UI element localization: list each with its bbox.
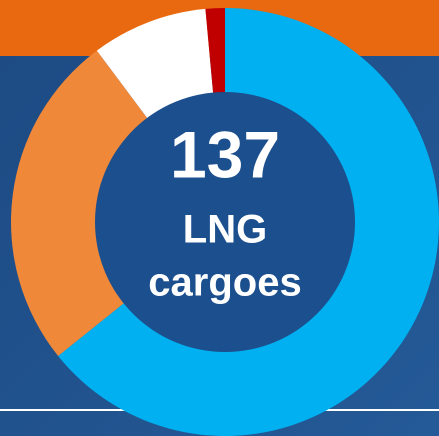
donut-hole bbox=[95, 92, 355, 352]
center-value: 137 bbox=[170, 117, 280, 191]
center-label: cargoes bbox=[148, 261, 301, 305]
center-label: LNG bbox=[183, 208, 267, 252]
